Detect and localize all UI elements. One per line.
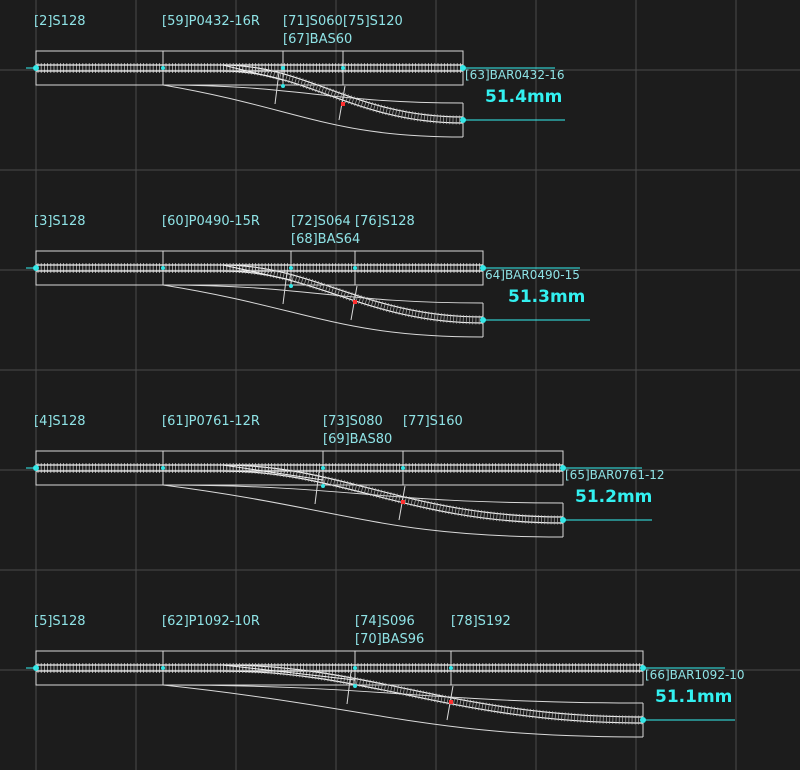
joint-marker: [353, 684, 357, 688]
joint-label: [72]S064: [291, 214, 351, 229]
straight-label: [5]S128: [34, 614, 85, 629]
branch-outline: [162, 284, 484, 338]
straight-label: [3]S128: [34, 214, 85, 229]
joint-marker: [449, 666, 453, 670]
turnout-label: [62]P1092-10R: [162, 614, 260, 629]
branch-sleepers: [222, 263, 484, 325]
measurement-value: 51.4mm: [485, 87, 562, 107]
straight-outline: [35, 650, 644, 686]
extension-label: [77]S160: [403, 414, 463, 429]
end-label: 64]BAR0490-15: [485, 268, 580, 282]
branch-rail: [222, 670, 644, 724]
branch-outline: [162, 684, 644, 738]
branch-sleepers: [222, 663, 644, 725]
joint-marker: [341, 66, 345, 70]
branch-outline: [162, 84, 464, 104]
center-marker: [401, 500, 405, 504]
branch-rail: [222, 270, 484, 324]
joint-marker: [401, 466, 405, 470]
branch-divider: [314, 471, 320, 505]
track-row: [3]S128 [60]P0490-15R [72]S064 [68]BAS64 [76…: [26, 214, 590, 338]
branch-label: [69]BAS80: [323, 432, 392, 447]
joint-marker: [289, 266, 293, 270]
straight-label: [4]S128: [34, 414, 85, 429]
joint-label: [73]S080: [323, 414, 383, 429]
branch-label: [68]BAS64: [291, 232, 360, 247]
extension-label: [76]S128: [355, 214, 415, 229]
joint-marker: [321, 484, 325, 488]
branch-rail: [222, 664, 644, 718]
joint-label: [74]S096: [355, 614, 415, 629]
center-marker: [341, 102, 345, 106]
center-marker: [353, 300, 357, 304]
track-row: [4]S128 [61]P0761-12R [73]S080 [69]BAS80 [77…: [26, 414, 665, 538]
branch-label: [70]BAS96: [355, 632, 424, 647]
joint-marker: [161, 466, 165, 470]
branch-sleepers: [222, 63, 464, 125]
end-label: [66]BAR1092-10: [645, 668, 745, 682]
track-row: [5]S128 [62]P1092-10R [74]S096 [70]BAS96 [78…: [26, 614, 745, 738]
frog-line: [222, 464, 324, 481]
branch-divider: [282, 271, 288, 305]
branch-outline: [162, 284, 484, 304]
branch-outline: [162, 84, 464, 138]
extension-label: [75]S120: [343, 14, 403, 29]
joint-marker: [161, 666, 165, 670]
center-marker: [449, 700, 453, 704]
joint-marker: [353, 666, 357, 670]
straight-label: [2]S128: [34, 14, 85, 29]
branch-outline: [162, 484, 564, 504]
measurement-value: 51.3mm: [508, 287, 585, 307]
track-rows: [2]S128 [59]P0432-16R [71]S060 [67]BAS60 [75…: [26, 14, 745, 738]
frog-line: [222, 64, 284, 81]
joint-marker: [161, 66, 165, 70]
track-row: [2]S128 [59]P0432-16R [71]S060 [67]BAS60 [75…: [26, 14, 565, 138]
measurement-value: 51.2mm: [575, 487, 652, 507]
turnout-label: [60]P0490-15R: [162, 214, 260, 229]
joint-marker: [289, 284, 293, 288]
branch-divider: [346, 671, 352, 705]
joint-label: [71]S060: [283, 14, 343, 29]
joint-marker: [281, 66, 285, 70]
branch-divider: [274, 71, 280, 105]
joint-marker: [321, 466, 325, 470]
end-label: [65]BAR0761-12: [565, 468, 665, 482]
joint-marker: [281, 84, 285, 88]
turnout-label: [61]P0761-12R: [162, 414, 260, 429]
joint-marker: [161, 266, 165, 270]
extension-label: [78]S192: [451, 614, 511, 629]
frog-line: [222, 664, 356, 681]
end-label: [63]BAR0432-16: [465, 68, 565, 82]
joint-marker: [353, 266, 357, 270]
branch-outline: [162, 484, 564, 538]
turnout-label: [59]P0432-16R: [162, 14, 260, 29]
branch-label: [67]BAS60: [283, 32, 352, 47]
measurement-value: 51.1mm: [655, 687, 732, 707]
frog-line: [222, 264, 292, 281]
